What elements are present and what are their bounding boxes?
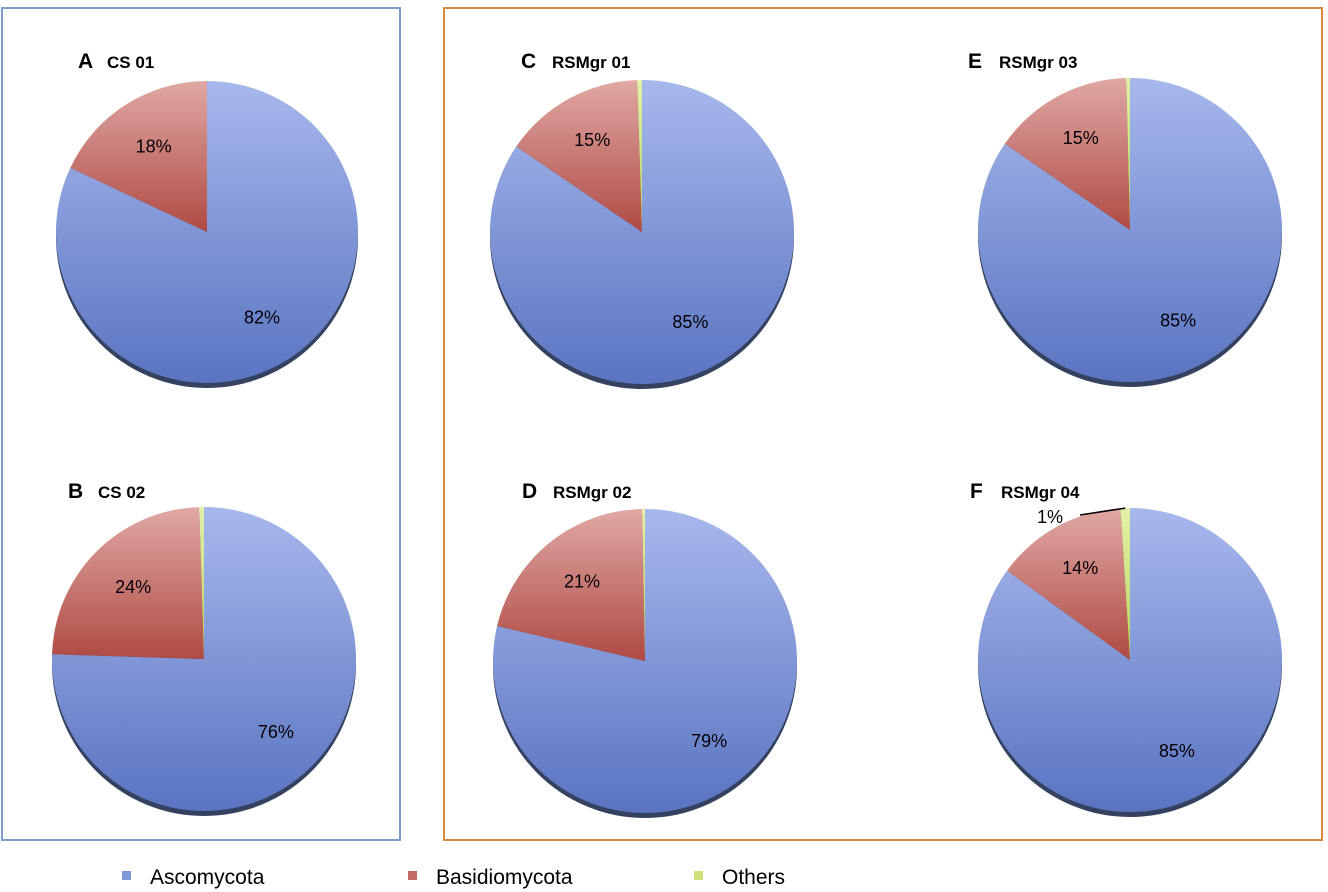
- legend-label: Basidiomycota: [436, 866, 573, 889]
- pie-slice-basidiomycota: [1004, 78, 1130, 230]
- data-label-others: 1%: [1037, 507, 1063, 527]
- pie-slice-ascomycota: [489, 80, 794, 384]
- pie-slice-others: [642, 509, 645, 661]
- panel-letter: B: [68, 480, 83, 503]
- panel-letter: C: [521, 50, 536, 73]
- panel-letter: F: [970, 480, 983, 503]
- legend-swatch: [122, 871, 131, 880]
- data-label-basidiomycota: 18%: [136, 137, 172, 157]
- legend: Ascomycota Basidiomycota Others: [122, 866, 785, 889]
- legend-swatch: [408, 871, 417, 880]
- pie-slice-basidiomycota: [497, 509, 645, 661]
- pie-slice-ascomycota: [52, 507, 357, 811]
- pie-slice-others: [1120, 508, 1130, 660]
- pie-slice-basidiomycota: [516, 80, 642, 232]
- legend-item-others: Others: [694, 866, 785, 889]
- data-label-ascomycota: 85%: [1159, 741, 1195, 761]
- data-label-basidiomycota: 21%: [564, 572, 600, 592]
- data-label-basidiomycota: 24%: [115, 577, 151, 597]
- pie-slice-ascomycota: [56, 80, 359, 383]
- pie-slice-basidiomycota: [1007, 508, 1130, 660]
- pie-charts: A CS 01 82% 18% B CS 02 76% 24% C RSMgr 01 85% 15% D…: [52, 50, 1283, 818]
- pie-slice-ascomycota: [493, 509, 798, 813]
- data-label-basidiomycota: 15%: [1063, 128, 1099, 148]
- legend-item-ascomycota: Ascomycota: [122, 866, 265, 889]
- group-box-cs: [1, 7, 401, 841]
- pie-panel-e: E RSMgr 03 85% 15%: [968, 50, 1283, 387]
- data-label-ascomycota: 82%: [244, 307, 280, 327]
- panel-title: CS 01: [107, 53, 154, 72]
- data-label-ascomycota: 76%: [258, 722, 294, 742]
- pie-slice-others: [1126, 78, 1130, 230]
- legend-item-basidiomycota: Basidiomycota: [408, 866, 573, 889]
- pie-slice-basidiomycota: [70, 80, 208, 232]
- group-box-rsmgr: [443, 7, 1323, 841]
- panel-title: RSMgr 03: [999, 53, 1077, 72]
- panel-title: RSMgr 04: [1001, 483, 1080, 502]
- legend-label: Ascomycota: [150, 866, 265, 889]
- pie-slice-others: [199, 507, 204, 659]
- pie-slice-basidiomycota: [52, 507, 204, 659]
- data-label-basidiomycota: 15%: [574, 130, 610, 150]
- data-label-basidiomycota: 14%: [1062, 558, 1098, 578]
- legend-label: Others: [722, 866, 785, 889]
- panel-letter: A: [78, 50, 93, 73]
- pie-slice-others: [637, 80, 642, 232]
- pie-panel-a: A CS 01 82% 18%: [56, 50, 359, 388]
- panel-title: RSMgr 02: [553, 483, 631, 502]
- data-label-ascomycota: 85%: [672, 312, 708, 332]
- data-label-ascomycota: 79%: [691, 731, 727, 751]
- pie-panel-f: F RSMgr 04 85% 14% 1%: [970, 480, 1283, 817]
- pie-panel-b: B CS 02 76% 24%: [52, 480, 357, 816]
- panel-letter: E: [968, 50, 982, 73]
- panel-title: RSMgr 01: [552, 53, 630, 72]
- leader-line: [1079, 507, 1126, 516]
- panel-letter: D: [522, 480, 537, 503]
- data-label-ascomycota: 85%: [1160, 310, 1196, 330]
- pie-slice-ascomycota: [978, 508, 1283, 813]
- pie-panel-c: C RSMgr 01 85% 15%: [489, 50, 794, 389]
- pie-slice-ascomycota: [978, 78, 1283, 382]
- legend-swatch: [694, 871, 703, 880]
- pie-panel-d: D RSMgr 02 79% 21%: [493, 480, 798, 818]
- panel-title: CS 02: [98, 483, 145, 502]
